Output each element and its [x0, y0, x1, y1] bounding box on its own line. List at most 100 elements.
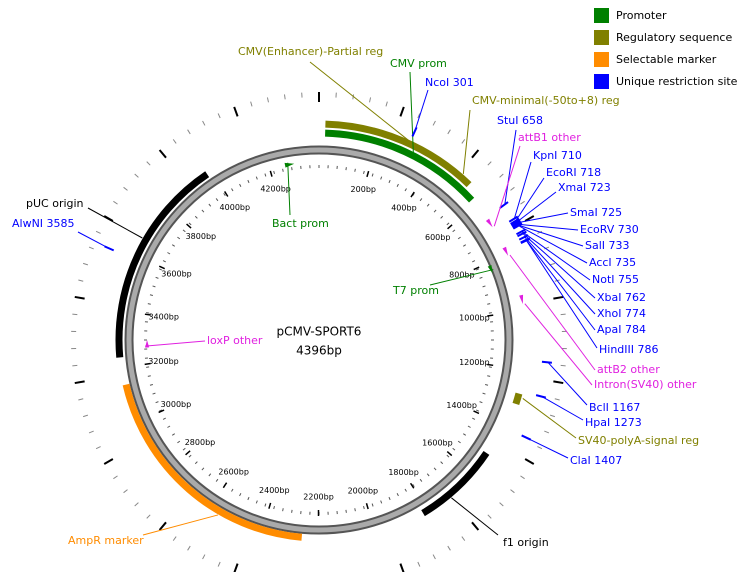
inner-tick: [482, 392, 486, 395]
ampr-arc: [122, 383, 303, 541]
leader-line: [522, 398, 577, 439]
inner-tick: [188, 222, 192, 226]
inner-tick: [155, 276, 159, 279]
ruler-tick: [446, 451, 453, 457]
site-tick: [518, 234, 529, 241]
annotation-label: KpnI 710: [533, 149, 582, 162]
leader-line: [525, 240, 598, 349]
inner-tick: [231, 188, 234, 192]
promoter-arc: [325, 129, 475, 203]
outer-tick: [113, 200, 118, 205]
annotation-label: CMV(Enhancer)-Partial reg: [238, 45, 383, 58]
annotation-label: HindIII 786: [599, 343, 659, 356]
inner-tick: [452, 447, 456, 451]
inner-tick: [482, 285, 486, 288]
inner-tick: [363, 170, 365, 174]
outer-tick: [283, 94, 286, 100]
ruler-tick: [410, 191, 415, 198]
ruler-tick: [223, 191, 229, 197]
site-tick: [512, 222, 523, 230]
leader-line: [518, 225, 588, 264]
annotation-label: XhoI 774: [597, 307, 646, 320]
outer-tick: [369, 97, 372, 103]
outer-tick: [78, 279, 84, 282]
ruler-label: 2800bp: [185, 438, 216, 447]
site-tick: [511, 219, 521, 227]
inner-tick: [255, 500, 258, 504]
outer-tick: [250, 101, 253, 107]
leader-line: [509, 254, 596, 371]
outer-tick: [487, 514, 492, 519]
outer-tick: [72, 364, 78, 367]
annotation-label: pUC origin: [26, 197, 84, 210]
leader-line: [516, 212, 569, 224]
legend-label: Unique restriction site: [616, 75, 738, 88]
inner-tick: [380, 500, 383, 504]
inner-tick: [446, 454, 450, 458]
outer-tick: [217, 561, 221, 567]
inner-tick: [433, 467, 437, 471]
inner-tick: [419, 198, 423, 202]
leader-line: [516, 191, 557, 223]
outer-tick: [447, 545, 451, 551]
outer-tick: [461, 139, 466, 144]
outer-tick: [187, 129, 191, 135]
outer-tick: [88, 246, 94, 250]
inner-tick: [247, 179, 250, 184]
outer-tick: [78, 398, 84, 401]
inner-tick: [440, 461, 444, 465]
inner-tick: [404, 188, 407, 192]
ruler-tick: [144, 313, 151, 316]
inner-tick: [162, 260, 166, 263]
outer-tick: [158, 521, 167, 531]
inner-tick: [162, 417, 166, 420]
ruler-label: 3000bp: [161, 400, 192, 409]
outer-tick: [560, 313, 566, 316]
outer-tick: [499, 502, 504, 507]
annotation-label: attB1 other: [518, 131, 581, 144]
leader-line: [429, 269, 494, 286]
outer-tick: [554, 398, 560, 401]
inner-tick: [171, 433, 176, 436]
outer-tick: [399, 106, 405, 117]
annotation-label: SmaI 725: [570, 206, 622, 219]
legend-label: Regulatory sequence: [616, 31, 732, 44]
outer-tick: [95, 230, 101, 234]
ruler-tick: [158, 265, 166, 270]
outer-tick: [74, 295, 85, 300]
legend-swatch: [594, 52, 609, 67]
inner-tick: [452, 229, 456, 233]
outer-tick: [447, 129, 451, 135]
outer-tick: [510, 186, 515, 191]
outer-tick: [549, 262, 556, 266]
inner-tick: [371, 173, 374, 177]
inner-tick: [380, 176, 383, 180]
site-tick: [510, 217, 520, 225]
ruler-label: 1600bp: [422, 439, 453, 448]
outer-tick: [553, 380, 564, 385]
outer-tick: [487, 161, 492, 166]
inner-tick: [354, 508, 356, 512]
outer-tick: [510, 489, 515, 494]
outer-tick: [103, 215, 114, 222]
ruler-tick: [473, 266, 480, 271]
ruler-label: 3600bp: [161, 270, 192, 279]
annotation-label: CMV-minimal(-50to+8) reg: [472, 94, 620, 107]
polya-arc: [512, 392, 523, 406]
inner-tick: [223, 192, 226, 197]
annotation-label: AlwNI 3585: [12, 217, 75, 230]
outer-tick: [123, 489, 128, 494]
outer-tick: [134, 173, 139, 178]
site-tick: [508, 215, 519, 223]
inner-tick: [231, 488, 234, 492]
ruler-tick: [144, 362, 151, 366]
ruler-tick: [268, 502, 272, 509]
inner-tick: [208, 203, 212, 207]
site-tick: [499, 201, 509, 209]
inner-tick: [485, 294, 489, 296]
inner-tick: [388, 179, 391, 184]
inner-tick: [479, 401, 483, 404]
ruler-tick: [269, 170, 273, 177]
inner-tick: [149, 384, 153, 386]
plasmid-length: 4396bp: [296, 344, 342, 358]
